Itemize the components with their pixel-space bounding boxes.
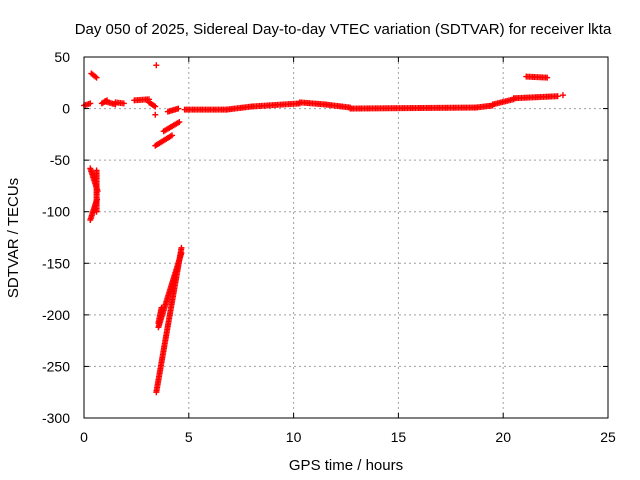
x-tick-label: 20	[495, 429, 511, 445]
y-tick-label: 0	[62, 101, 70, 117]
data-point	[152, 103, 159, 110]
y-tick-label: -250	[42, 358, 70, 374]
data-point	[544, 74, 551, 81]
x-tick-label: 10	[286, 429, 302, 445]
data-point	[178, 249, 185, 256]
y-tick-label: -200	[42, 307, 70, 323]
data-point	[120, 100, 127, 107]
x-tick-label: 5	[185, 429, 193, 445]
y-tick-label: -150	[42, 255, 70, 271]
x-tick-label: 25	[600, 429, 616, 445]
data-point	[87, 100, 94, 107]
y-tick-label: 50	[54, 49, 70, 65]
data-point	[559, 92, 566, 99]
x-tick-label: 15	[391, 429, 407, 445]
y-axis-label: SDTVAR / TECUs	[5, 178, 22, 298]
data-point	[178, 244, 185, 251]
data-points	[81, 62, 566, 396]
data-point	[169, 132, 176, 139]
axis-ticks: 0 5 10 15 20 25 50 0 -50 -100 -150 -200 -250 -300	[42, 49, 616, 445]
data-point	[554, 93, 561, 100]
data-point	[176, 118, 183, 125]
data-point	[151, 102, 158, 109]
plot-frame	[83, 56, 609, 419]
x-axis-label: GPS time / hours	[289, 457, 403, 474]
data-point	[152, 111, 159, 118]
data-point	[175, 105, 182, 112]
y-tick-label: -100	[42, 204, 70, 220]
data-point	[153, 62, 160, 69]
data-point	[93, 74, 100, 81]
data-point	[93, 208, 100, 215]
chart-title: Day 050 of 2025, Sidereal Day-to-day VTE…	[75, 21, 612, 38]
y-tick-label: -50	[50, 152, 70, 168]
y-tick-label: -300	[42, 410, 70, 426]
x-tick-label: 0	[80, 429, 88, 445]
